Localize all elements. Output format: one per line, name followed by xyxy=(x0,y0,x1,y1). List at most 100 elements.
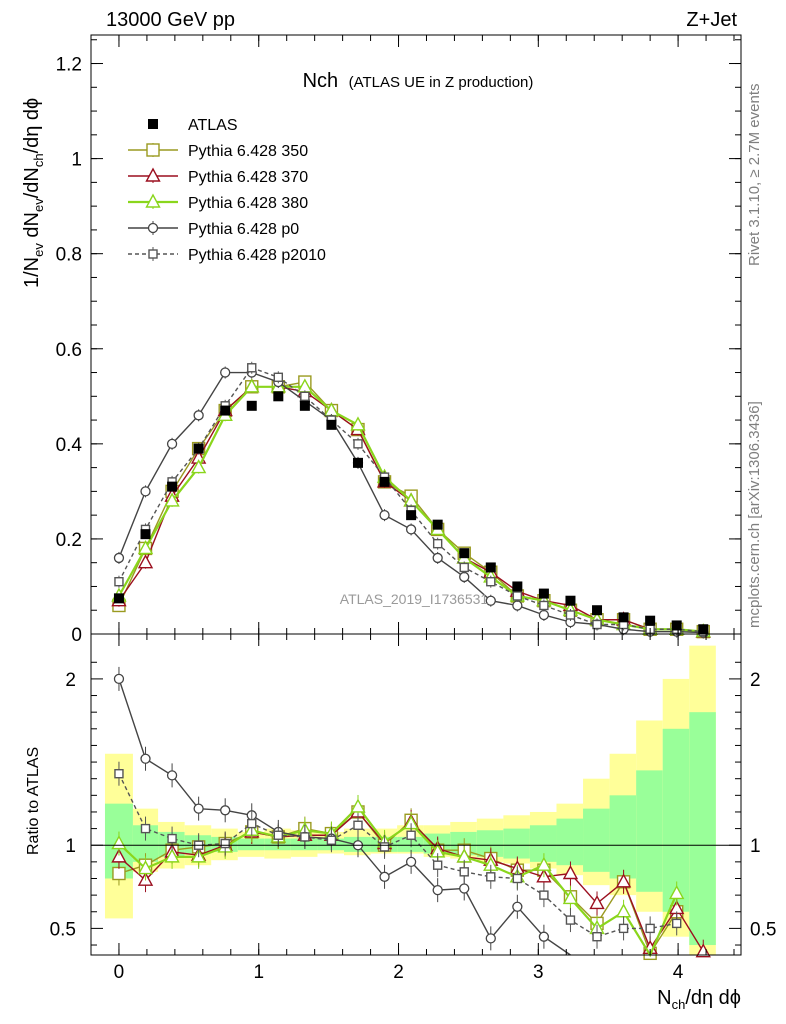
series-5-point-5 xyxy=(247,363,257,373)
ratio-plot-frame xyxy=(90,633,742,956)
series-4-point-0 xyxy=(113,552,125,564)
series-5-point-14 xyxy=(486,577,496,587)
series-4-ratio-point-4 xyxy=(220,805,231,816)
series-5-ratio-point-11 xyxy=(406,830,416,840)
series-4-ratio-point-0 xyxy=(113,673,125,685)
series-5-point-12 xyxy=(432,538,443,549)
y-tick-label-main-4: 0.8 xyxy=(56,245,82,266)
series-0-point-14 xyxy=(485,562,496,573)
series-3-point-2 xyxy=(164,492,180,507)
series-5-ratio-point-18 xyxy=(592,932,602,942)
band-green-5 xyxy=(237,838,265,851)
series-5-ratio-point-17 xyxy=(565,915,576,925)
legend-label-1: Pythia 6.428 350 xyxy=(188,143,308,160)
series-5-point-16 xyxy=(539,600,549,611)
series-4-ratio-point-3 xyxy=(193,803,204,814)
series-0-point-9 xyxy=(352,457,363,468)
series-5-ratio-point-8 xyxy=(326,835,337,845)
series-3-ratio-line xyxy=(118,805,678,958)
series-4-point-16 xyxy=(538,609,550,621)
series-0-point-10 xyxy=(379,476,390,487)
series-0-point-11 xyxy=(406,510,417,521)
series-4-ratio-point-12 xyxy=(432,884,443,896)
series-5-ratio-point-20 xyxy=(645,923,655,934)
y-tick-label-main-0: 0 xyxy=(71,625,82,646)
series-4-point-12 xyxy=(432,552,443,564)
series-0-point-2 xyxy=(167,481,178,492)
legend-label-4: Pythia 6.428 p0 xyxy=(188,221,299,238)
legend-marker-3 xyxy=(145,193,161,208)
series-4-ratio-point-11 xyxy=(405,856,417,868)
series-5-ratio-point-6 xyxy=(273,830,284,840)
series-0-point-22 xyxy=(698,624,709,635)
series-1-ratio-point-0 xyxy=(112,866,126,881)
y-tick-label-ratio-right-0: 0.5 xyxy=(750,919,776,940)
series-5-ratio-point-7 xyxy=(300,832,310,842)
series-5-ratio-point-5 xyxy=(247,818,257,829)
series-5-ratio-point-15 xyxy=(512,873,523,884)
series-0-point-19 xyxy=(618,612,629,623)
series-0-point-0 xyxy=(113,593,124,604)
band-green-16 xyxy=(529,825,557,862)
y-tick-label-main-5: 1 xyxy=(71,150,82,171)
series-2-ratio-point-18 xyxy=(589,894,605,910)
series-3-ratio-point-1 xyxy=(137,860,154,875)
rivet-label: Rivet 3.1.10, ≥ 2.7M events xyxy=(746,84,763,267)
series-0-point-20 xyxy=(645,615,656,626)
series-4-ratio-point-14 xyxy=(485,933,496,944)
series-3-point-3 xyxy=(190,459,207,474)
series-5-point-9 xyxy=(353,439,363,449)
series-0-point-4 xyxy=(220,405,231,416)
y-tick-label-ratio-left-1: 1 xyxy=(65,836,76,857)
series-5-point-7 xyxy=(300,391,310,402)
band-green-20 xyxy=(636,770,663,892)
series-5-ratio-point-2 xyxy=(167,833,177,844)
band-green-15 xyxy=(503,828,530,859)
chart-title: Nch (ATLAS UE in Z production) xyxy=(303,70,534,92)
legend-marker-0 xyxy=(148,119,158,129)
x-tick-label-4: 4 xyxy=(673,962,684,983)
x-axis-label: Nch/dη dϕ xyxy=(657,987,741,1012)
series-0-point-16 xyxy=(538,588,549,599)
x-tick-label-3: 3 xyxy=(533,962,544,983)
y-axis-label-main: 1/Nev dNev/dNch/dη dϕ xyxy=(21,98,46,288)
y-tick-label-main-3: 0.6 xyxy=(56,340,82,361)
band-green-7 xyxy=(290,838,318,851)
series-2-ratio-point-0 xyxy=(111,848,127,863)
band-green-17 xyxy=(556,818,584,866)
series-layer xyxy=(111,361,711,961)
series-5-point-0 xyxy=(114,577,124,587)
y-tick-label-main-2: 0.4 xyxy=(56,435,83,456)
series-4-ratio-point-16 xyxy=(538,931,550,942)
series-3-point-1 xyxy=(137,539,154,555)
series-4-ratio-point-1 xyxy=(140,753,151,764)
series-5-point-18 xyxy=(592,619,602,630)
axis-ticks: 0 1 2 3 4 0 0.2 0.4 0.6 0.8 1 1.2 0.5 0.5 1 1 2 2 xyxy=(50,35,776,983)
series-0-point-7 xyxy=(299,400,310,411)
series-0-point-3 xyxy=(193,443,204,454)
chart-title-sub: (ATLAS UE in Z production) xyxy=(349,74,534,91)
series-0-point-18 xyxy=(592,605,603,616)
header-left: 13000 GeV pp xyxy=(106,9,235,31)
series-4-point-14 xyxy=(485,595,496,606)
series-3-point-9 xyxy=(350,416,366,431)
legend-marker-4 xyxy=(147,222,159,234)
series-4-point-11 xyxy=(405,524,417,535)
series-5-ratio-point-1 xyxy=(140,823,151,834)
x-tick-label-1: 1 xyxy=(253,962,264,983)
series-4-ratio-point-10 xyxy=(379,871,390,882)
series-3-ratio-point-16 xyxy=(536,856,552,871)
series-0-point-5 xyxy=(246,400,257,411)
series-5-point-6 xyxy=(273,372,284,382)
legend-label-3: Pythia 6.428 380 xyxy=(188,195,308,212)
series-2-ratio-point-17 xyxy=(562,865,579,880)
x-tick-label-0: 0 xyxy=(114,962,125,983)
series-5-ratio-point-12 xyxy=(432,860,443,870)
band-green-22 xyxy=(689,712,716,946)
series-3-ratio-point-17 xyxy=(562,889,579,905)
series-5-ratio-point-19 xyxy=(618,923,629,934)
mcplots-label: mcplots.cern.ch [arXiv:1306.3436] xyxy=(746,401,763,628)
series-5-ratio-point-14 xyxy=(486,872,496,882)
series-5-ratio-point-9 xyxy=(353,820,363,830)
